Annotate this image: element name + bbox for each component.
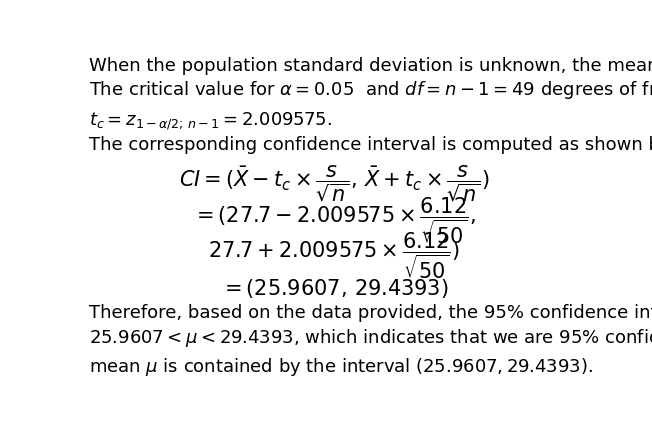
Text: The corresponding confidence interval is computed as shown below:: The corresponding confidence interval is… bbox=[89, 136, 652, 154]
Text: $27.7 + 2.009575 \times \dfrac{6.12}{\sqrt{50}})$: $27.7 + 2.009575 \times \dfrac{6.12}{\sq… bbox=[209, 230, 460, 281]
Text: Therefore, based on the data provided, the 95% confidence interval for the popul: Therefore, based on the data provided, t… bbox=[89, 304, 652, 322]
Text: When the population standard deviation is unknown, the mean has a Student's t-di: When the population standard deviation i… bbox=[89, 58, 652, 76]
Text: The critical value for $\alpha = 0.05$  and $df = n - 1 = 49$ degrees of freedom: The critical value for $\alpha = 0.05$ a… bbox=[89, 79, 652, 101]
Text: $CI = (\bar{X} - t_c \times \dfrac{s}{\sqrt{n}},\, \bar{X} + t_c \times \dfrac{s: $CI = (\bar{X} - t_c \times \dfrac{s}{\s… bbox=[179, 164, 490, 204]
Text: $t_c = z_{1-\alpha/2;\,n-1} = 2.009575.$: $t_c = z_{1-\alpha/2;\,n-1} = 2.009575.$ bbox=[89, 111, 332, 132]
Text: $25.9607 < \mu < 29.4393$, which indicates that we are 95% confident that the tr: $25.9607 < \mu < 29.4393$, which indicat… bbox=[89, 327, 652, 349]
Text: $= (25.9607,\, 29.4393)$: $= (25.9607,\, 29.4393)$ bbox=[220, 277, 449, 300]
Text: $= (27.7 - 2.009575 \times \dfrac{6.12}{\sqrt{50}},$: $= (27.7 - 2.009575 \times \dfrac{6.12}{… bbox=[192, 195, 476, 246]
Text: mean $\mu$ is contained by the interval $(25.9607, 29.4393)$.: mean $\mu$ is contained by the interval … bbox=[89, 356, 593, 378]
